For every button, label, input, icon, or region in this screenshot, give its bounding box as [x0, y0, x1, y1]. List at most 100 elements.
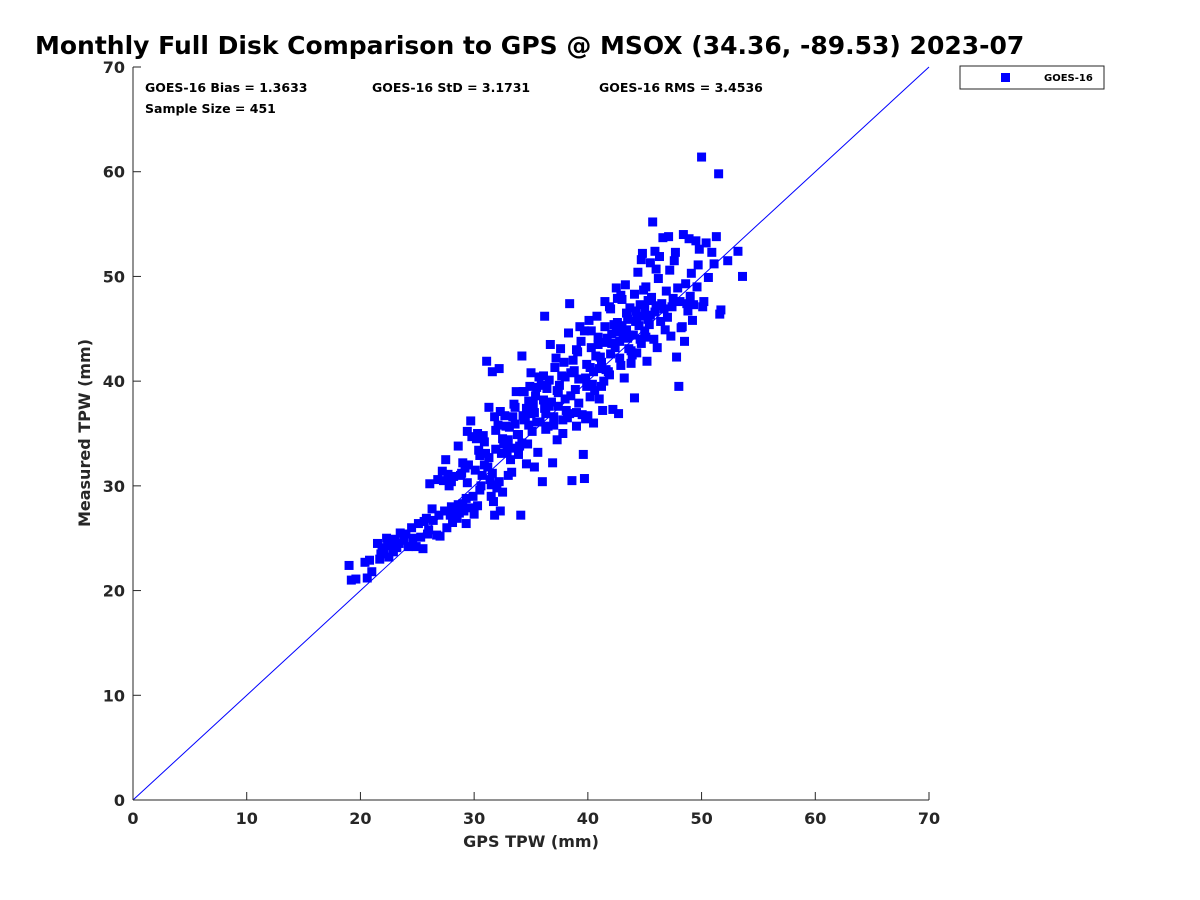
- axes: 0 10 20 30 40 50 60 70 0 10 20 30 40 50 60 70: [103, 58, 940, 828]
- data-point: [557, 371, 567, 381]
- data-point: [502, 447, 512, 457]
- data-point: [625, 303, 635, 313]
- data-point: [565, 299, 575, 309]
- data-point: [416, 532, 426, 542]
- data-point: [656, 316, 666, 326]
- data-point: [653, 274, 663, 284]
- data-point: [479, 460, 489, 470]
- data-point: [529, 462, 539, 472]
- data-point: [672, 352, 682, 362]
- data-point: [372, 538, 382, 548]
- data-point: [650, 246, 660, 256]
- data-point: [622, 325, 632, 335]
- data-point: [560, 394, 570, 404]
- data-point: [541, 409, 551, 419]
- y-tick-label: 30: [103, 477, 125, 496]
- data-point: [542, 383, 552, 393]
- data-point: [388, 547, 398, 557]
- data-point: [600, 297, 610, 307]
- data-point: [558, 415, 568, 425]
- data-point: [587, 379, 597, 389]
- data-point: [629, 289, 639, 299]
- data-point: [623, 333, 633, 343]
- data-point: [635, 300, 645, 310]
- data-point: [462, 478, 472, 488]
- data-point: [669, 256, 679, 266]
- data-point: [494, 477, 504, 487]
- data-point: [622, 308, 632, 318]
- data-point: [601, 365, 611, 375]
- data-point: [494, 364, 504, 374]
- data-point: [691, 236, 701, 246]
- data-point: [441, 455, 451, 465]
- data-point: [508, 412, 518, 422]
- data-point: [506, 455, 516, 465]
- data-point: [676, 323, 686, 333]
- data-point: [567, 476, 577, 486]
- data-point: [637, 248, 647, 258]
- data-point: [498, 487, 508, 497]
- data-point: [616, 360, 626, 370]
- data-point: [488, 497, 498, 507]
- data-point: [578, 449, 588, 459]
- data-point: [484, 453, 494, 463]
- data-point: [597, 357, 607, 367]
- data-point: [685, 291, 695, 301]
- data-point: [687, 315, 697, 325]
- data-point: [539, 395, 549, 405]
- data-point: [451, 512, 461, 522]
- data-point: [453, 441, 463, 451]
- data-point: [643, 314, 653, 324]
- data-point: [523, 439, 533, 449]
- data-point: [516, 510, 526, 520]
- data-point: [437, 466, 447, 476]
- data-point: [367, 567, 377, 577]
- data-point: [650, 307, 660, 317]
- data-point: [346, 575, 356, 585]
- data-point: [507, 443, 517, 453]
- data-point: [674, 381, 684, 391]
- data-point: [490, 510, 500, 520]
- data-point: [615, 336, 625, 346]
- data-point: [589, 418, 599, 428]
- data-point: [641, 332, 651, 342]
- data-point: [667, 302, 677, 312]
- data-point: [689, 300, 699, 310]
- data-point: [597, 381, 607, 391]
- data-point: [692, 282, 702, 292]
- data-point: [421, 513, 431, 523]
- data-point: [556, 344, 566, 354]
- data-point: [517, 438, 527, 448]
- y-tick-label: 40: [103, 372, 125, 391]
- data-point: [698, 302, 708, 312]
- data-point: [493, 420, 503, 430]
- data-point: [537, 477, 547, 487]
- data-point: [574, 398, 584, 408]
- data-point: [608, 404, 618, 414]
- data-point: [513, 430, 523, 440]
- data-point: [503, 435, 513, 445]
- data-point: [495, 407, 505, 417]
- data-point: [664, 232, 674, 242]
- data-point: [606, 349, 616, 359]
- data-point: [513, 449, 523, 459]
- data-point: [640, 304, 650, 314]
- data-point: [682, 299, 692, 309]
- data-point: [616, 290, 626, 300]
- data-point: [444, 481, 454, 491]
- data-point: [362, 573, 372, 583]
- data-point: [551, 353, 561, 363]
- data-point: [723, 256, 733, 266]
- data-point: [517, 351, 527, 361]
- data-point: [529, 408, 539, 418]
- data-point: [403, 542, 413, 552]
- data-point: [519, 415, 529, 425]
- data-point: [660, 325, 670, 335]
- data-point: [615, 353, 625, 363]
- data-point: [602, 333, 612, 343]
- y-tick-label: 20: [103, 582, 125, 601]
- y-tick-label: 10: [103, 686, 125, 705]
- data-point: [586, 343, 596, 353]
- data-point: [540, 403, 550, 413]
- x-tick-label: 50: [690, 809, 712, 828]
